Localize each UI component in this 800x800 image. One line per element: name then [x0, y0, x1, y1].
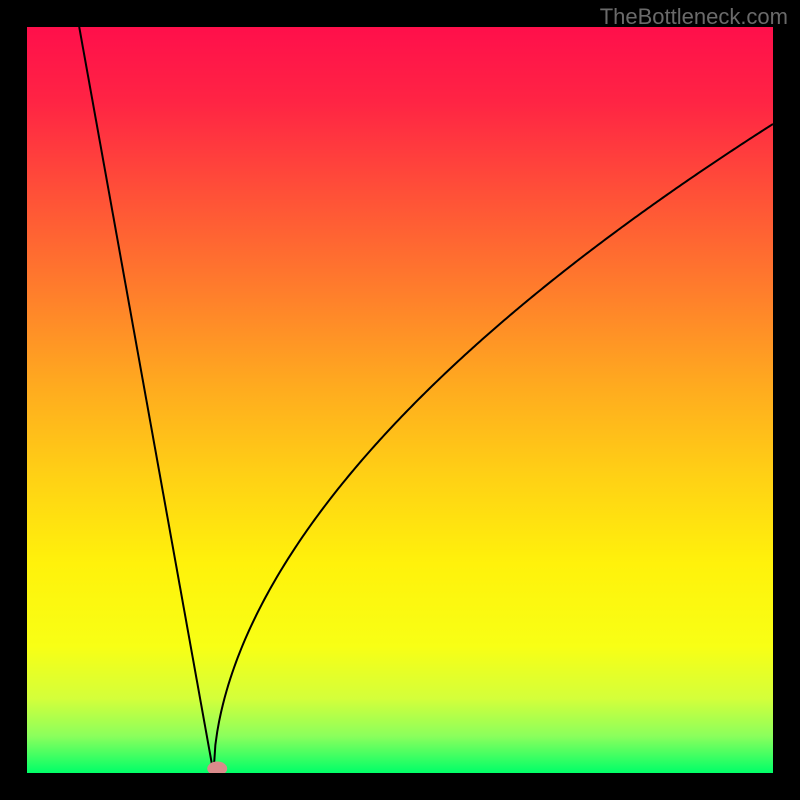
- plot-svg: [0, 0, 800, 800]
- figure-root: TheBottleneck.com: [0, 0, 800, 800]
- watermark-text: TheBottleneck.com: [600, 4, 788, 30]
- plot-background: [27, 27, 773, 773]
